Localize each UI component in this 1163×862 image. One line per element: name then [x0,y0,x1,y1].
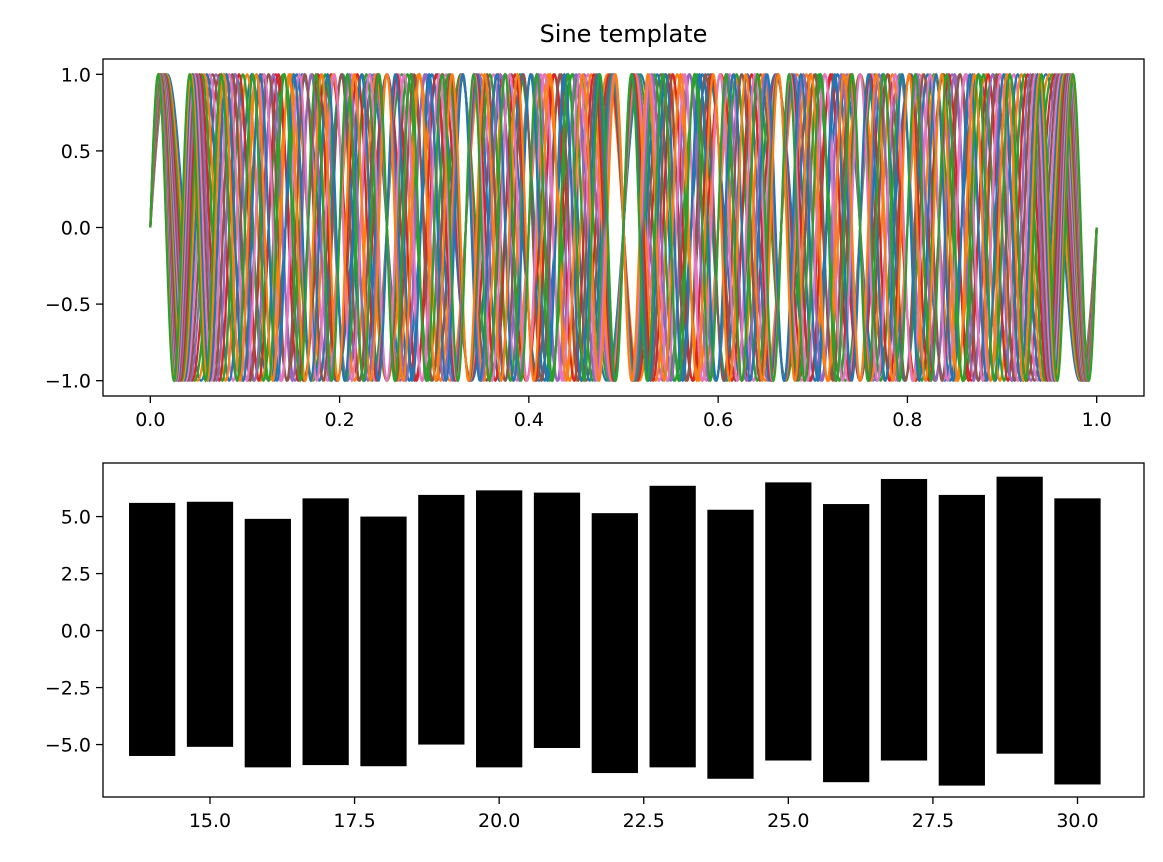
x-tick-label: 0.0 [135,409,165,431]
bar-group [129,476,1101,786]
bar-14 [129,502,176,756]
x-tick-label: 0.6 [703,409,733,431]
x-tick-label: 30.0 [1056,810,1098,832]
bar-25 [765,482,812,761]
bar-20 [476,490,523,768]
bar-19 [418,494,465,745]
y-tick-label: −5.0 [45,735,91,757]
line-chart: Sine template 0.0 0.2 0.4 0.6 0.8 1.0 −1.0 −0.… [45,20,1145,431]
bar-17 [302,498,349,766]
sine-line-f30 [149,72,1098,383]
y-tick-label: 0.5 [61,141,91,163]
bar-15 [186,501,234,747]
y-tick-label: −0.5 [45,294,91,316]
x-tick-label: 22.5 [623,810,665,832]
y-tick-label: −1.0 [45,371,91,393]
bar-24 [707,509,754,779]
bar-26 [823,504,870,783]
bar-22 [591,513,638,774]
x-tick-label: 0.2 [324,409,354,431]
bar-28 [938,494,985,786]
y-axis-bottom: −5.0 −2.5 0.0 2.5 5.0 [45,507,103,757]
y-tick-label: 5.0 [61,507,91,529]
y-axis-top: −1.0 −0.5 0.0 0.5 1.0 [45,64,103,393]
x-tick-label: 20.0 [478,810,520,832]
y-tick-label: 1.0 [61,64,91,86]
bar-29 [996,476,1043,754]
bar-chart: 15.0 17.5 20.0 22.5 25.0 27.5 30.0 −5.0 −2.5 0.0… [45,462,1145,832]
x-tick-label: 1.0 [1082,409,1112,431]
x-tick-label: 27.5 [912,810,954,832]
x-tick-label: 0.8 [892,409,922,431]
x-tick-label: 17.5 [333,810,375,832]
y-tick-label: 2.5 [61,564,91,586]
bar-21 [533,492,581,748]
sine-series-group [149,72,1098,383]
x-tick-label: 15.0 [189,810,231,832]
y-tick-label: −2.5 [45,678,91,700]
bar-16 [244,518,291,768]
chart-title: Sine template [540,20,708,48]
bar-27 [880,478,928,761]
x-axis-bottom: 15.0 17.5 20.0 22.5 25.0 27.5 30.0 [189,797,1099,832]
y-tick-label: 0.0 [61,621,91,643]
bar-23 [649,485,696,768]
y-tick-label: 0.0 [61,218,91,240]
x-axis-top: 0.0 0.2 0.4 0.6 0.8 1.0 [135,396,1112,431]
bar-18 [360,516,407,767]
bar-30 [1054,498,1101,785]
x-tick-label: 25.0 [767,810,809,832]
x-tick-label: 0.4 [514,409,544,431]
